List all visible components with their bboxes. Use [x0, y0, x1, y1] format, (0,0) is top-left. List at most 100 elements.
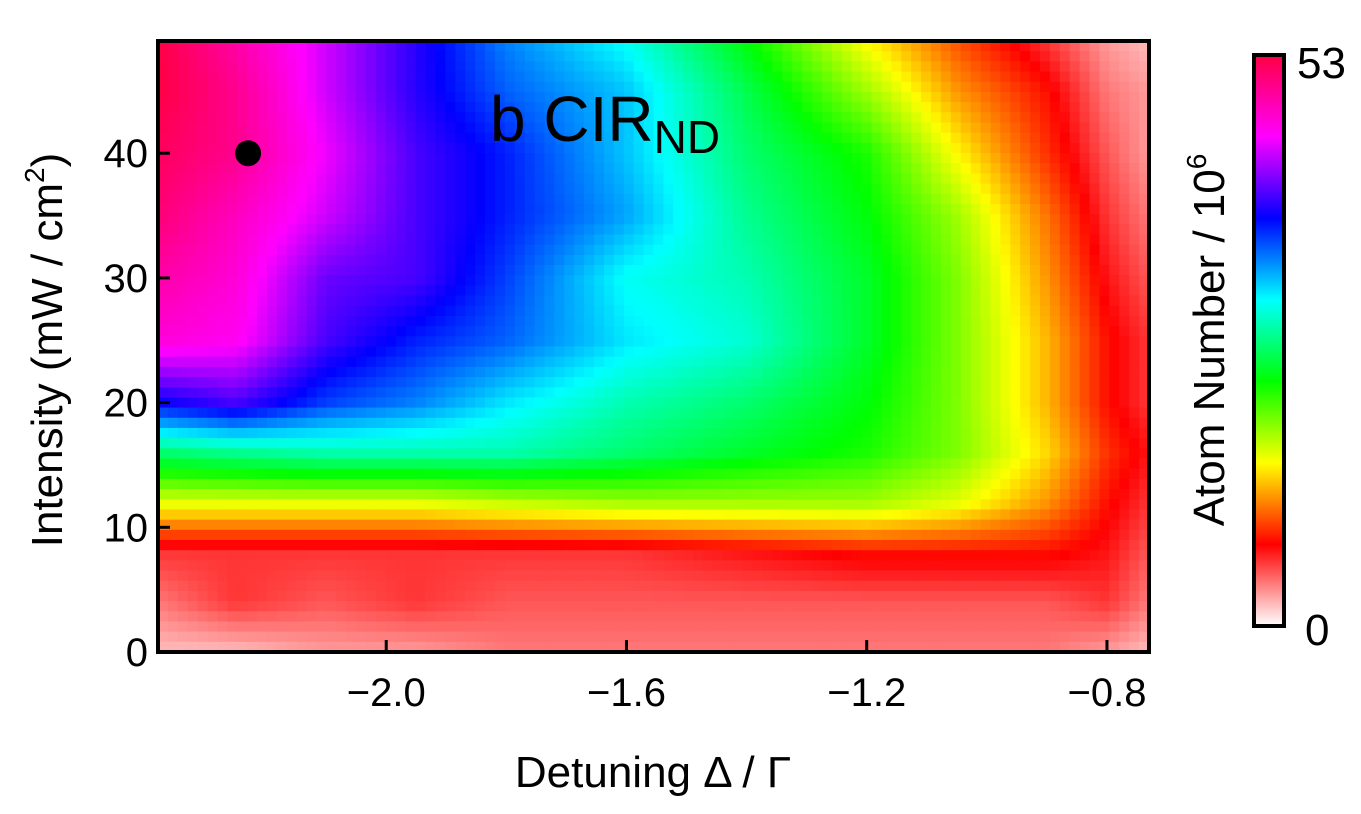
heatmap-cell — [861, 407, 873, 419]
heatmap-cell — [861, 499, 873, 511]
heatmap-cell — [901, 377, 912, 388]
heatmap-cell — [861, 112, 873, 124]
heatmap-cell — [257, 81, 268, 93]
heatmap-cell — [465, 489, 476, 500]
heatmap-cell — [197, 41, 209, 52]
heatmap-cell — [861, 397, 873, 409]
heatmap-cell — [574, 254, 585, 266]
heatmap-cell — [405, 51, 417, 62]
heatmap-cell — [742, 539, 754, 551]
heatmap-cell — [821, 203, 833, 215]
heatmap-cell — [633, 295, 645, 307]
heatmap-cell — [623, 346, 635, 358]
heatmap-cell — [911, 81, 922, 93]
heatmap-cell — [504, 326, 516, 337]
heatmap-cell — [1109, 295, 1120, 307]
heatmap-cell — [752, 468, 764, 480]
heatmap-cell — [475, 51, 486, 62]
heatmap-cell — [405, 305, 417, 317]
heatmap-cell — [494, 478, 506, 490]
heatmap-cell — [356, 173, 367, 185]
heatmap-cell — [1109, 183, 1120, 195]
heatmap-cell — [1039, 61, 1051, 73]
heatmap-cell — [276, 478, 288, 490]
heatmap-cell — [633, 142, 645, 154]
heatmap-cell — [276, 427, 288, 439]
heatmap-cell — [197, 244, 209, 256]
heatmap-cell — [1010, 203, 1021, 215]
heatmap-cell — [514, 489, 526, 500]
heatmap-cell — [366, 61, 377, 73]
heatmap-cell — [821, 519, 833, 531]
heatmap-cell — [366, 112, 377, 124]
heatmap-cell — [167, 51, 179, 62]
heatmap-cell — [960, 478, 972, 490]
heatmap-cell — [336, 295, 347, 307]
heatmap-cell — [514, 122, 526, 134]
heatmap-cell — [980, 529, 992, 541]
heatmap-cell — [544, 122, 555, 134]
heatmap-cell — [376, 51, 387, 62]
heatmap-cell — [376, 265, 387, 276]
heatmap-cell — [237, 163, 248, 174]
heatmap-cell — [366, 427, 377, 439]
heatmap-cell — [564, 112, 575, 124]
heatmap-cell — [494, 265, 506, 276]
heatmap-cell — [554, 132, 565, 144]
heatmap-cell — [524, 397, 536, 409]
heatmap-cell — [485, 102, 496, 113]
heatmap-cell — [970, 539, 982, 551]
heatmap-cell — [1030, 397, 1041, 409]
heatmap-cell — [1030, 91, 1041, 103]
heatmap-cell — [623, 397, 635, 409]
heatmap-cell — [901, 468, 912, 480]
heatmap-cell — [177, 51, 189, 62]
heatmap-cell — [732, 478, 744, 490]
heatmap-cell — [267, 142, 278, 154]
heatmap-cell — [693, 173, 704, 185]
heatmap-cell — [921, 448, 932, 460]
heatmap-cell — [683, 356, 694, 368]
heatmap-cell — [544, 539, 555, 551]
heatmap-cell — [346, 377, 357, 388]
heatmap-cell — [643, 407, 655, 419]
heatmap-cell — [960, 183, 972, 195]
heatmap-cell — [237, 529, 248, 541]
heatmap-cell — [158, 132, 169, 144]
heatmap-cell — [812, 51, 823, 62]
heatmap-cell — [940, 285, 952, 297]
heatmap-cell — [633, 254, 645, 266]
heatmap-cell — [683, 183, 694, 195]
heatmap-cell — [603, 539, 615, 551]
heatmap-cell — [673, 346, 684, 358]
heatmap-cell — [1010, 509, 1021, 521]
heatmap-cell — [1020, 315, 1031, 327]
heatmap-cell — [564, 529, 575, 541]
heatmap-cell — [475, 224, 486, 236]
heatmap-cell — [812, 478, 823, 490]
heatmap-cell — [772, 71, 783, 83]
heatmap-cell — [950, 173, 962, 185]
heatmap-cell — [673, 51, 684, 62]
heatmap-cell — [247, 509, 258, 521]
heatmap-cell — [792, 499, 803, 511]
heatmap-cell — [584, 275, 595, 286]
heatmap-cell — [1010, 81, 1021, 93]
heatmap-cell — [356, 163, 367, 174]
heatmap-cell — [1010, 366, 1021, 378]
heatmap-cell — [1030, 51, 1041, 62]
heatmap-cell — [247, 183, 258, 195]
heatmap-cell — [762, 244, 774, 256]
heatmap-cell — [643, 295, 655, 307]
heatmap-cell — [1030, 275, 1041, 286]
heatmap-cell — [286, 519, 298, 531]
heatmap-cell — [653, 275, 665, 286]
heatmap-cell — [227, 519, 238, 531]
heatmap-cell — [247, 397, 258, 409]
heatmap-cell — [306, 132, 318, 144]
heatmap-cell — [673, 499, 684, 511]
heatmap-cell — [534, 285, 546, 297]
heatmap-cell — [1089, 41, 1101, 52]
heatmap-cell — [594, 448, 605, 460]
heatmap-cell — [782, 295, 793, 307]
